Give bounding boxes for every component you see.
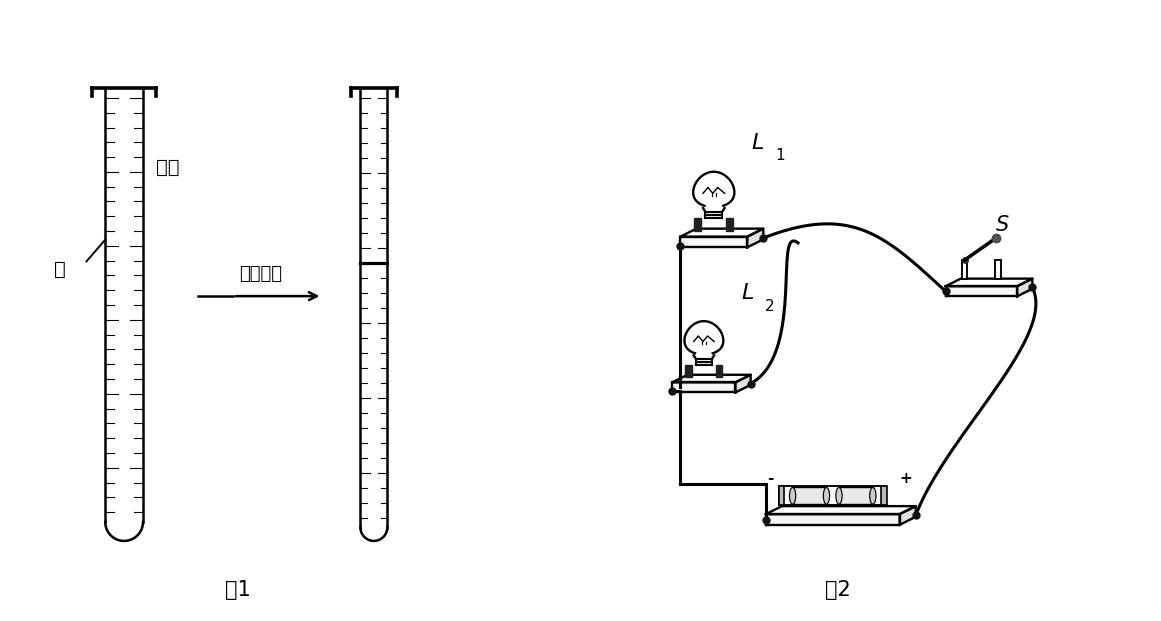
Bar bbox=[685, 365, 692, 377]
Polygon shape bbox=[766, 514, 900, 525]
Text: 2: 2 bbox=[765, 299, 774, 314]
Text: S: S bbox=[996, 215, 1010, 235]
Bar bbox=[694, 218, 701, 230]
Polygon shape bbox=[766, 506, 916, 514]
Bar bbox=[715, 365, 722, 377]
Bar bbox=[839, 487, 873, 504]
Text: L: L bbox=[751, 132, 764, 153]
Ellipse shape bbox=[823, 487, 830, 504]
Bar bbox=[995, 260, 1001, 279]
Polygon shape bbox=[945, 279, 1032, 286]
Bar bbox=[727, 218, 734, 230]
Ellipse shape bbox=[789, 487, 795, 504]
Text: -: - bbox=[767, 471, 774, 486]
Text: 酒精: 酒精 bbox=[156, 158, 179, 177]
Text: 充分混合: 充分混合 bbox=[239, 265, 282, 283]
Text: 图2: 图2 bbox=[824, 581, 851, 601]
Bar bbox=[793, 487, 827, 504]
Text: 1: 1 bbox=[776, 148, 785, 163]
Text: 图1: 图1 bbox=[225, 581, 251, 601]
Text: 水: 水 bbox=[53, 260, 65, 279]
Text: L: L bbox=[742, 283, 753, 303]
Bar bbox=[961, 260, 967, 279]
Polygon shape bbox=[680, 229, 763, 237]
Text: +: + bbox=[900, 471, 913, 486]
Polygon shape bbox=[672, 374, 751, 383]
Polygon shape bbox=[1017, 279, 1032, 296]
Polygon shape bbox=[945, 286, 1017, 296]
Bar bbox=[779, 486, 784, 505]
Ellipse shape bbox=[870, 487, 877, 504]
Bar bbox=[881, 486, 887, 505]
Ellipse shape bbox=[836, 487, 842, 504]
Polygon shape bbox=[735, 374, 751, 392]
Polygon shape bbox=[748, 229, 763, 247]
Polygon shape bbox=[672, 383, 735, 392]
Polygon shape bbox=[680, 237, 748, 247]
Polygon shape bbox=[900, 506, 916, 525]
Bar bbox=[779, 486, 886, 505]
